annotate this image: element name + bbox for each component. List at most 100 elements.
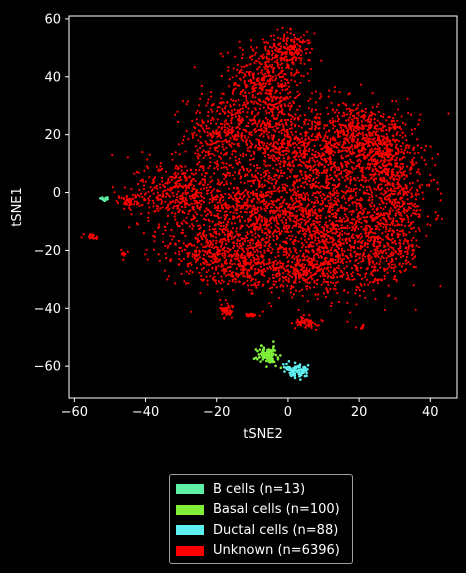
data-point: [290, 68, 293, 71]
data-point: [292, 188, 295, 191]
data-point: [288, 175, 292, 178]
data-point: [163, 225, 167, 228]
data-point: [274, 79, 277, 82]
data-point: [302, 150, 305, 153]
data-point: [415, 194, 418, 197]
data-point: [401, 136, 404, 139]
data-point: [215, 194, 218, 197]
data-point: [334, 151, 337, 154]
data-point: [275, 179, 278, 182]
data-point: [201, 195, 204, 199]
data-point: [312, 256, 315, 259]
data-point: [373, 163, 376, 166]
data-point: [350, 139, 354, 142]
data-point: [167, 179, 170, 182]
data-point: [272, 34, 275, 37]
data-point: [404, 184, 407, 187]
data-point: [219, 210, 222, 213]
data-point: [328, 219, 331, 222]
data-point: [314, 90, 317, 93]
data-point: [111, 186, 114, 189]
data-point: [437, 214, 440, 217]
data-point: [284, 251, 287, 254]
data-point: [349, 158, 352, 161]
data-point: [245, 138, 248, 142]
data-point: [242, 76, 245, 79]
data-point: [315, 117, 318, 120]
data-point: [394, 138, 397, 142]
data-point: [407, 260, 410, 264]
data-point: [225, 174, 228, 177]
data-point: [391, 247, 395, 250]
data-point: [185, 199, 188, 202]
data-point: [247, 206, 250, 209]
data-point: [341, 149, 344, 152]
data-point: [261, 69, 264, 72]
data-point: [238, 111, 241, 114]
data-point: [151, 199, 155, 202]
data-point: [278, 148, 281, 151]
data-point: [253, 212, 256, 215]
data-point: [374, 224, 377, 228]
data-point: [382, 129, 385, 132]
data-point: [239, 227, 242, 230]
data-point: [395, 178, 398, 181]
data-point: [351, 132, 354, 135]
data-point: [144, 193, 147, 196]
data-point: [264, 209, 267, 212]
data-point: [195, 219, 198, 223]
data-point: [264, 150, 267, 153]
data-point: [174, 212, 177, 215]
data-point: [271, 75, 274, 78]
data-point: [278, 210, 281, 213]
data-point: [159, 198, 163, 201]
data-point: [363, 148, 366, 151]
data-point: [320, 59, 323, 62]
data-point: [330, 246, 333, 249]
data-point: [184, 206, 187, 209]
data-point: [320, 185, 323, 188]
data-point: [315, 199, 319, 202]
data-point: [232, 67, 235, 70]
data-point: [313, 120, 316, 123]
data-point: [253, 107, 256, 110]
data-point: [314, 115, 318, 118]
data-point: [279, 171, 283, 175]
data-point: [268, 70, 271, 74]
data-point: [376, 159, 379, 162]
data-point: [344, 124, 347, 127]
data-point: [242, 167, 245, 170]
data-point: [325, 131, 328, 134]
data-point: [265, 55, 268, 59]
data-point: [227, 230, 230, 233]
data-point: [434, 211, 437, 214]
data-point: [173, 185, 177, 188]
data-point: [311, 214, 314, 217]
data-point: [264, 130, 267, 133]
data-point: [268, 171, 271, 174]
data-point: [406, 202, 410, 205]
data-point: [254, 225, 258, 228]
data-point: [342, 217, 345, 220]
data-point: [351, 148, 354, 151]
data-point: [281, 183, 284, 186]
data-point: [416, 138, 419, 141]
data-point: [232, 215, 235, 218]
data-point: [239, 210, 242, 213]
data-point: [180, 205, 184, 208]
data-point: [316, 135, 319, 138]
data-point: [218, 190, 222, 193]
data-point: [402, 151, 405, 154]
data-point: [263, 121, 266, 124]
data-point: [164, 244, 167, 247]
data-point: [378, 139, 381, 142]
data-point: [349, 122, 352, 125]
data-point: [203, 175, 207, 178]
data-point: [193, 66, 196, 69]
data-point: [242, 94, 245, 97]
data-point: [269, 195, 272, 198]
data-point: [304, 48, 307, 51]
data-point: [283, 224, 286, 227]
data-point: [292, 38, 295, 41]
data-point: [237, 98, 240, 101]
